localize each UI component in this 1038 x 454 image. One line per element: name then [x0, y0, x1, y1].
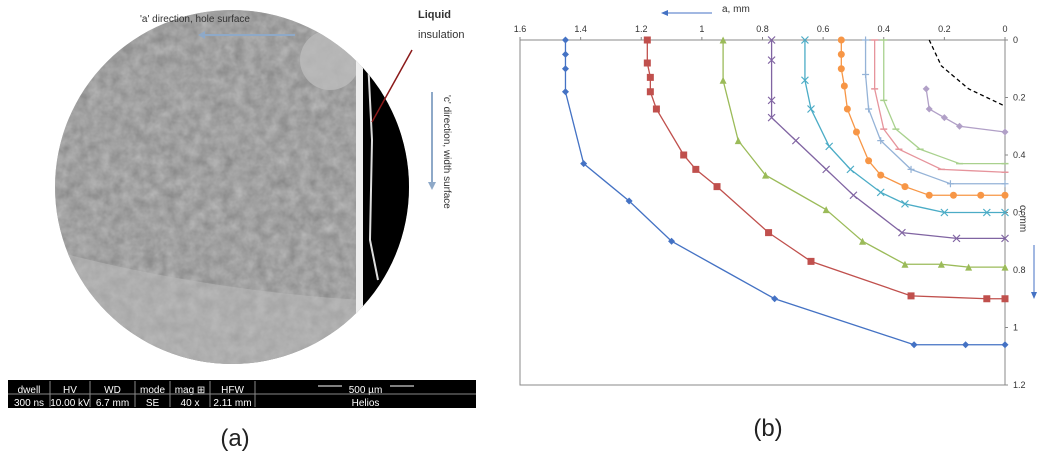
marker	[714, 183, 721, 190]
marker	[562, 65, 569, 72]
marker	[841, 83, 848, 90]
marker	[653, 106, 660, 113]
marker	[562, 88, 569, 95]
series-line	[565, 40, 1005, 345]
marker	[680, 152, 687, 159]
marker	[865, 157, 872, 164]
marker	[911, 341, 918, 348]
marker	[977, 192, 984, 199]
marker	[792, 137, 799, 144]
databar: dwellHVWDmodemag ⊞HFW500 µm300 ns10.00 k…	[8, 380, 476, 409]
y-tick-label: 0.2	[1013, 93, 1026, 103]
annotation: 'a' direction, hole surface	[140, 14, 250, 25]
marker	[562, 37, 569, 44]
databar-cell: 2.11 mm	[213, 398, 251, 409]
marker	[956, 123, 963, 130]
marker	[823, 166, 830, 173]
series-line	[884, 40, 1005, 164]
marker	[1002, 341, 1009, 348]
y-tick-label: 0.6	[1013, 208, 1026, 218]
y-tick-label: 0.8	[1013, 265, 1026, 275]
marker	[908, 292, 915, 299]
x-tick-label: 1.2	[635, 24, 648, 34]
plot-frame	[520, 40, 1005, 385]
marker	[692, 166, 699, 173]
databar-cell: 40 x	[181, 398, 200, 409]
marker	[644, 60, 651, 67]
marker	[941, 114, 948, 121]
marker	[865, 106, 872, 113]
marker	[838, 65, 845, 72]
series-line	[926, 89, 1005, 132]
marker	[644, 37, 651, 44]
marker	[765, 229, 772, 236]
figure: 'a' direction, hole surface Liquid insul…	[0, 0, 1038, 454]
marker	[947, 180, 954, 187]
databar-cell: SE	[146, 398, 160, 409]
x-tick-label: 0.2	[938, 24, 951, 34]
marker	[862, 71, 869, 78]
marker	[847, 166, 854, 173]
marker	[647, 88, 654, 95]
databar-cell: Helios	[352, 398, 380, 409]
x-tick-label: 0.8	[756, 24, 769, 34]
annotation: Liquid	[418, 9, 451, 21]
x-tick-label: 0	[1002, 24, 1007, 34]
x-tick-label: 1	[699, 24, 704, 34]
marker	[962, 341, 969, 348]
marker	[923, 85, 930, 92]
series-line	[929, 40, 1005, 106]
marker	[862, 37, 869, 44]
series-line	[772, 40, 1005, 238]
y-tick-label: 0	[1013, 35, 1018, 45]
marker	[808, 258, 815, 265]
sem-image	[50, 0, 422, 380]
marker	[844, 106, 851, 113]
marker	[720, 77, 727, 84]
marker	[877, 172, 884, 179]
marker	[823, 206, 830, 213]
marker	[901, 183, 908, 190]
figure-svg: 'a' direction, hole surface Liquid insul…	[0, 0, 1038, 454]
marker	[735, 137, 742, 144]
marker	[877, 189, 884, 196]
marker	[1002, 192, 1009, 199]
annotation: insulation	[418, 29, 464, 41]
y-tick-label: 1.2	[1013, 380, 1026, 390]
marker	[826, 143, 833, 150]
marker	[983, 295, 990, 302]
marker	[838, 51, 845, 58]
arrow-head	[661, 10, 668, 16]
marker	[647, 74, 654, 81]
x-axis-label: a, mm	[722, 4, 750, 15]
x-tick-label: 1.6	[514, 24, 527, 34]
arrow-head	[428, 182, 436, 190]
marker	[950, 192, 957, 199]
marker	[1002, 180, 1009, 187]
marker	[562, 51, 569, 58]
marker	[926, 106, 933, 113]
databar-cell: 10.00 kV	[50, 398, 90, 409]
marker	[771, 295, 778, 302]
x-tick-label: 0.6	[817, 24, 830, 34]
marker	[926, 192, 933, 199]
y-tick-label: 0.4	[1013, 150, 1026, 160]
marker	[853, 129, 860, 136]
x-tick-label: 1.4	[574, 24, 587, 34]
databar-cell: 6.7 mm	[96, 398, 129, 409]
panel-label: (b)	[753, 415, 782, 442]
pointer	[372, 50, 412, 122]
x-tick-label: 0.4	[877, 24, 890, 34]
arrow-head	[1031, 292, 1037, 299]
marker	[850, 192, 857, 199]
annotation: 'c' direction, width surface	[441, 95, 452, 209]
marker	[1002, 129, 1009, 136]
marker	[838, 37, 845, 44]
panel-label: (a)	[220, 425, 249, 452]
series-line	[875, 40, 1005, 172]
y-tick-label: 1	[1013, 323, 1018, 333]
databar-cell: 300 ns	[14, 398, 44, 409]
marker	[1002, 295, 1009, 302]
